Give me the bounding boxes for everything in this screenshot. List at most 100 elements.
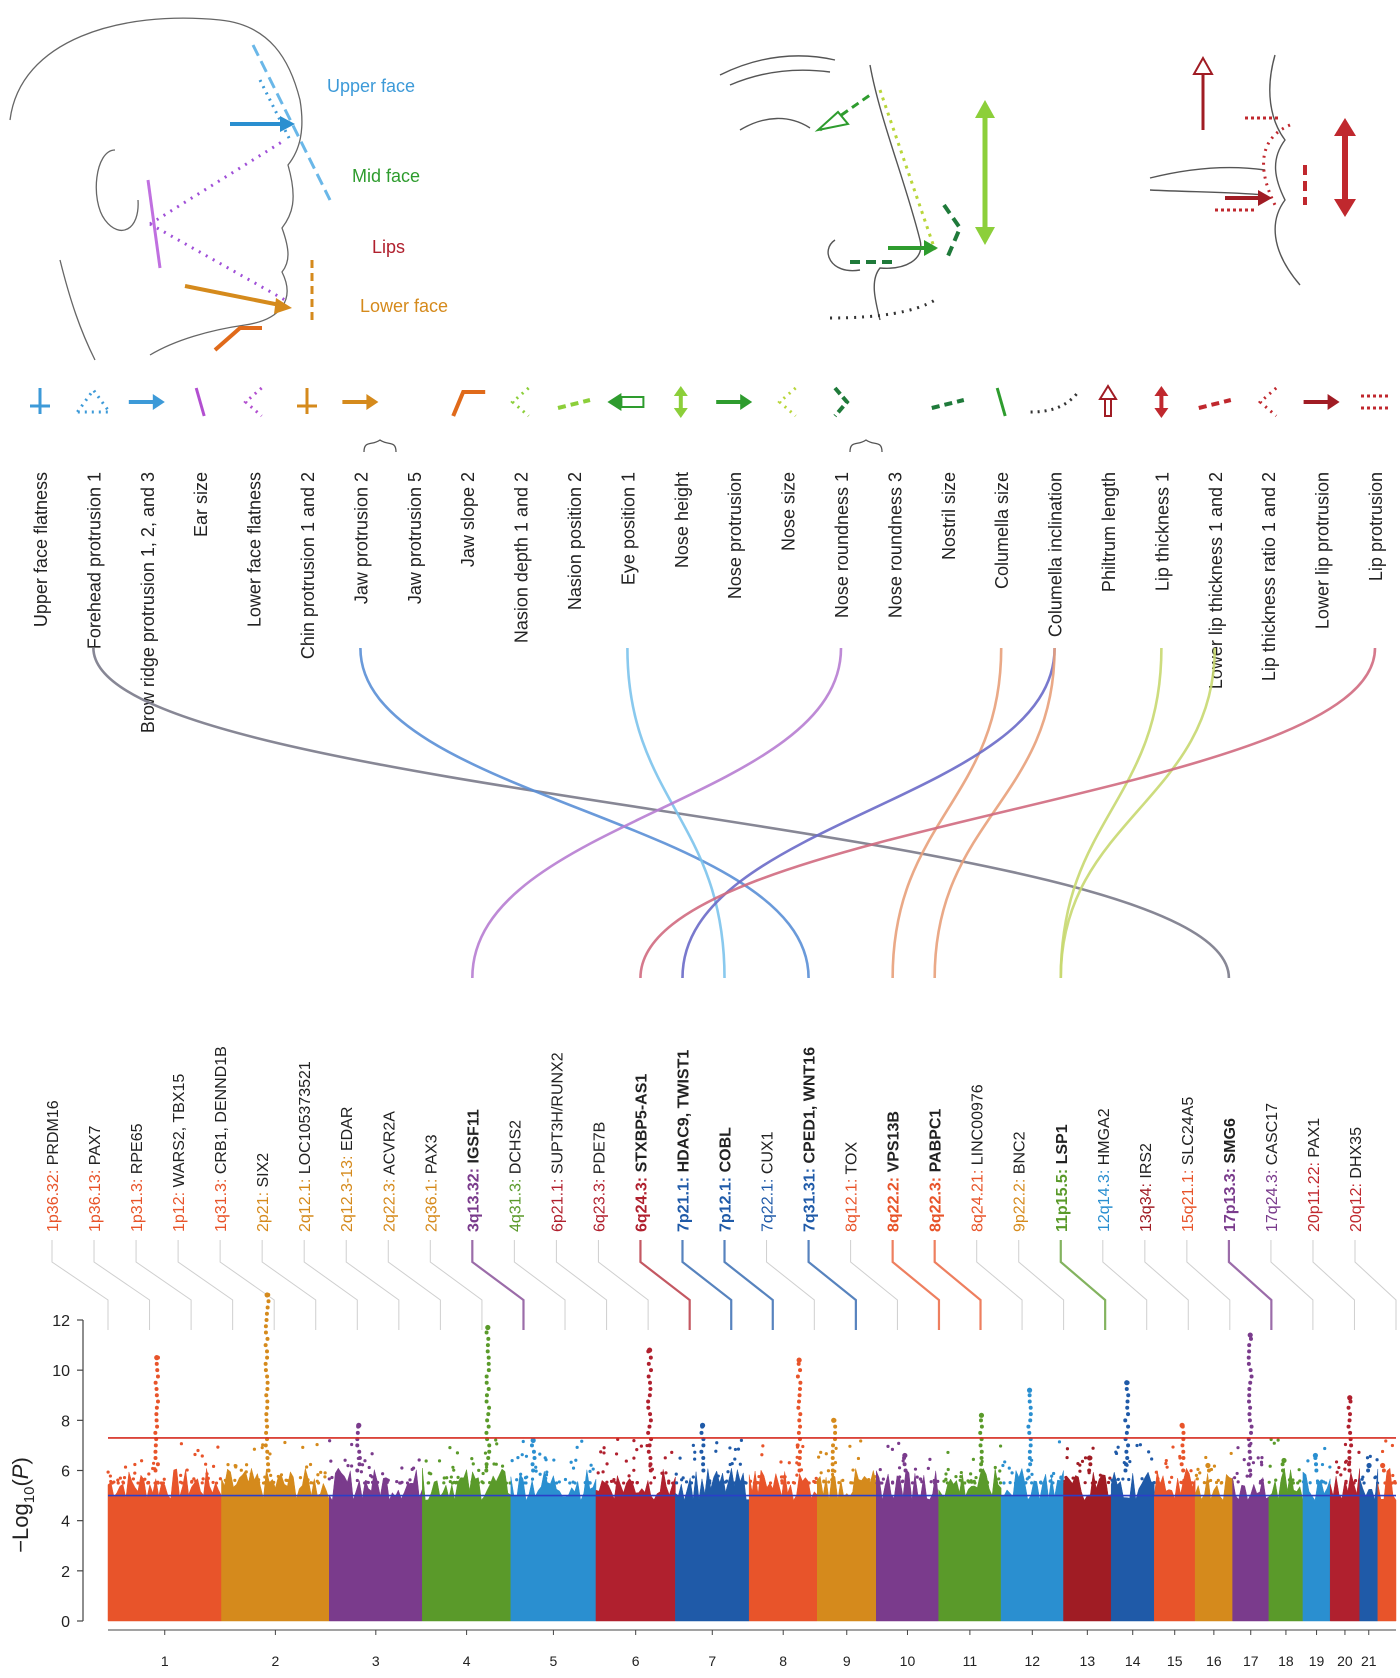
snp-point <box>674 1472 678 1476</box>
snp-point <box>118 1476 122 1480</box>
leader-line <box>1102 1240 1148 1330</box>
locus-label-stxbp5-as1: 6q24.3: STXBP5-AS1 <box>633 1074 650 1232</box>
snp-point <box>691 1443 695 1448</box>
chromosome-3 <box>327 1422 423 1622</box>
snp-point <box>1078 1463 1082 1467</box>
region-label-upper-face: Upper face <box>327 76 415 96</box>
snp-point <box>1343 1442 1348 1447</box>
snp-point <box>153 1481 157 1485</box>
snp-point <box>701 1468 706 1473</box>
snp-point <box>744 1481 748 1485</box>
snp-point <box>194 1479 198 1483</box>
chromosome-5 <box>510 1437 597 1622</box>
locus-label-cobl: 7p12.1: COBL <box>718 1127 735 1232</box>
snp-point <box>819 1471 823 1475</box>
snp-point <box>330 1475 334 1480</box>
snp-point <box>795 1443 800 1448</box>
snp-point <box>630 1480 635 1485</box>
snp-point <box>153 1468 158 1473</box>
snp-point <box>646 1361 651 1366</box>
bracket-icon <box>30 388 50 414</box>
snp-point <box>756 1481 760 1485</box>
snp-point <box>978 1468 983 1473</box>
snp-point <box>504 1481 509 1485</box>
snp-point <box>900 1480 905 1484</box>
snp-point <box>1050 1474 1054 1478</box>
snp-point <box>306 1478 310 1482</box>
snp-point <box>1028 1412 1033 1417</box>
snp-point <box>1236 1446 1240 1450</box>
snp-point <box>481 1481 485 1485</box>
snp-point <box>1027 1399 1032 1404</box>
snp-point <box>244 1470 248 1474</box>
phenotype-label-lip-thickness-1: Lip thickness 1 <box>1152 472 1172 591</box>
phenotype-label-chin-protrusion-1-and-2: Chin protrusion 1 and 2 <box>298 472 318 659</box>
snp-point <box>684 1480 689 1484</box>
snp-point <box>797 1468 802 1473</box>
snp-point <box>648 1468 653 1473</box>
y-tick-label: 8 <box>61 1413 70 1430</box>
snp-point <box>1321 1480 1325 1484</box>
snp-point <box>602 1446 606 1450</box>
snp-point <box>405 1481 410 1485</box>
snp-point <box>1124 1449 1129 1454</box>
snp-point <box>1214 1480 1219 1485</box>
snp-point <box>1202 1481 1206 1485</box>
snp-point <box>1195 1477 1199 1481</box>
snp-point <box>1248 1405 1253 1410</box>
snp-point <box>1098 1473 1102 1477</box>
snp-point <box>733 1447 738 1452</box>
snp-point <box>1301 1480 1306 1484</box>
snp-point <box>671 1481 675 1485</box>
snp-point <box>779 1460 783 1464</box>
snp-point <box>1154 1470 1158 1474</box>
snp-point <box>1344 1479 1348 1483</box>
leader-line <box>1059 1240 1107 1330</box>
snp-point <box>477 1468 481 1472</box>
snp-point <box>812 1479 816 1484</box>
snp-point <box>1391 1473 1395 1478</box>
snp-point <box>1346 1424 1351 1429</box>
snp-point <box>283 1440 287 1445</box>
snp-point <box>635 1447 639 1452</box>
snp-point <box>748 1479 753 1483</box>
snp-point <box>1073 1481 1078 1485</box>
leader-line <box>51 1240 109 1330</box>
phenotype-label-nasion-position-2: Nasion position 2 <box>565 472 585 610</box>
snp-point <box>147 1472 151 1476</box>
snp-point <box>277 1480 281 1484</box>
chromosome-band <box>1000 1467 1064 1622</box>
snp-point <box>155 1374 160 1379</box>
snp-point <box>1256 1456 1260 1460</box>
phenotype-labels: Upper face flatness Forehead protrusion 1… <box>31 472 1386 733</box>
snp-point <box>329 1459 333 1463</box>
snp-point <box>1027 1449 1032 1454</box>
x-tick-label-chr-5: 5 <box>550 1653 558 1669</box>
peak-point <box>485 1324 491 1331</box>
snp-point <box>1028 1443 1033 1448</box>
snp-point <box>736 1447 741 1451</box>
region-label-mid-face: Mid face <box>352 166 420 186</box>
snp-point <box>265 1449 270 1454</box>
snp-point <box>214 1481 219 1485</box>
snp-point <box>1051 1481 1055 1485</box>
phenotype-label-brow-ridge-protrusion-1-2-and-3: Brow ridge protrusion 1, 2, and 3 <box>138 472 158 733</box>
snp-point <box>635 1481 639 1485</box>
snp-point <box>263 1324 268 1329</box>
snp-point <box>519 1472 523 1476</box>
snp-point <box>131 1477 136 1481</box>
snp-point <box>122 1475 127 1480</box>
snp-point <box>945 1481 949 1485</box>
snp-point <box>161 1481 166 1485</box>
snp-point <box>484 1462 489 1467</box>
snp-point <box>545 1470 549 1474</box>
snp-point <box>797 1399 802 1404</box>
chromosome-band <box>1232 1477 1270 1622</box>
snp-point <box>632 1456 636 1460</box>
snp-point <box>1208 1478 1213 1483</box>
snp-point <box>1143 1480 1147 1484</box>
snp-point <box>701 1443 706 1448</box>
snp-point <box>265 1399 270 1404</box>
x-tick-label-chr-6: 6 <box>632 1653 640 1669</box>
leader-line <box>513 1240 566 1330</box>
